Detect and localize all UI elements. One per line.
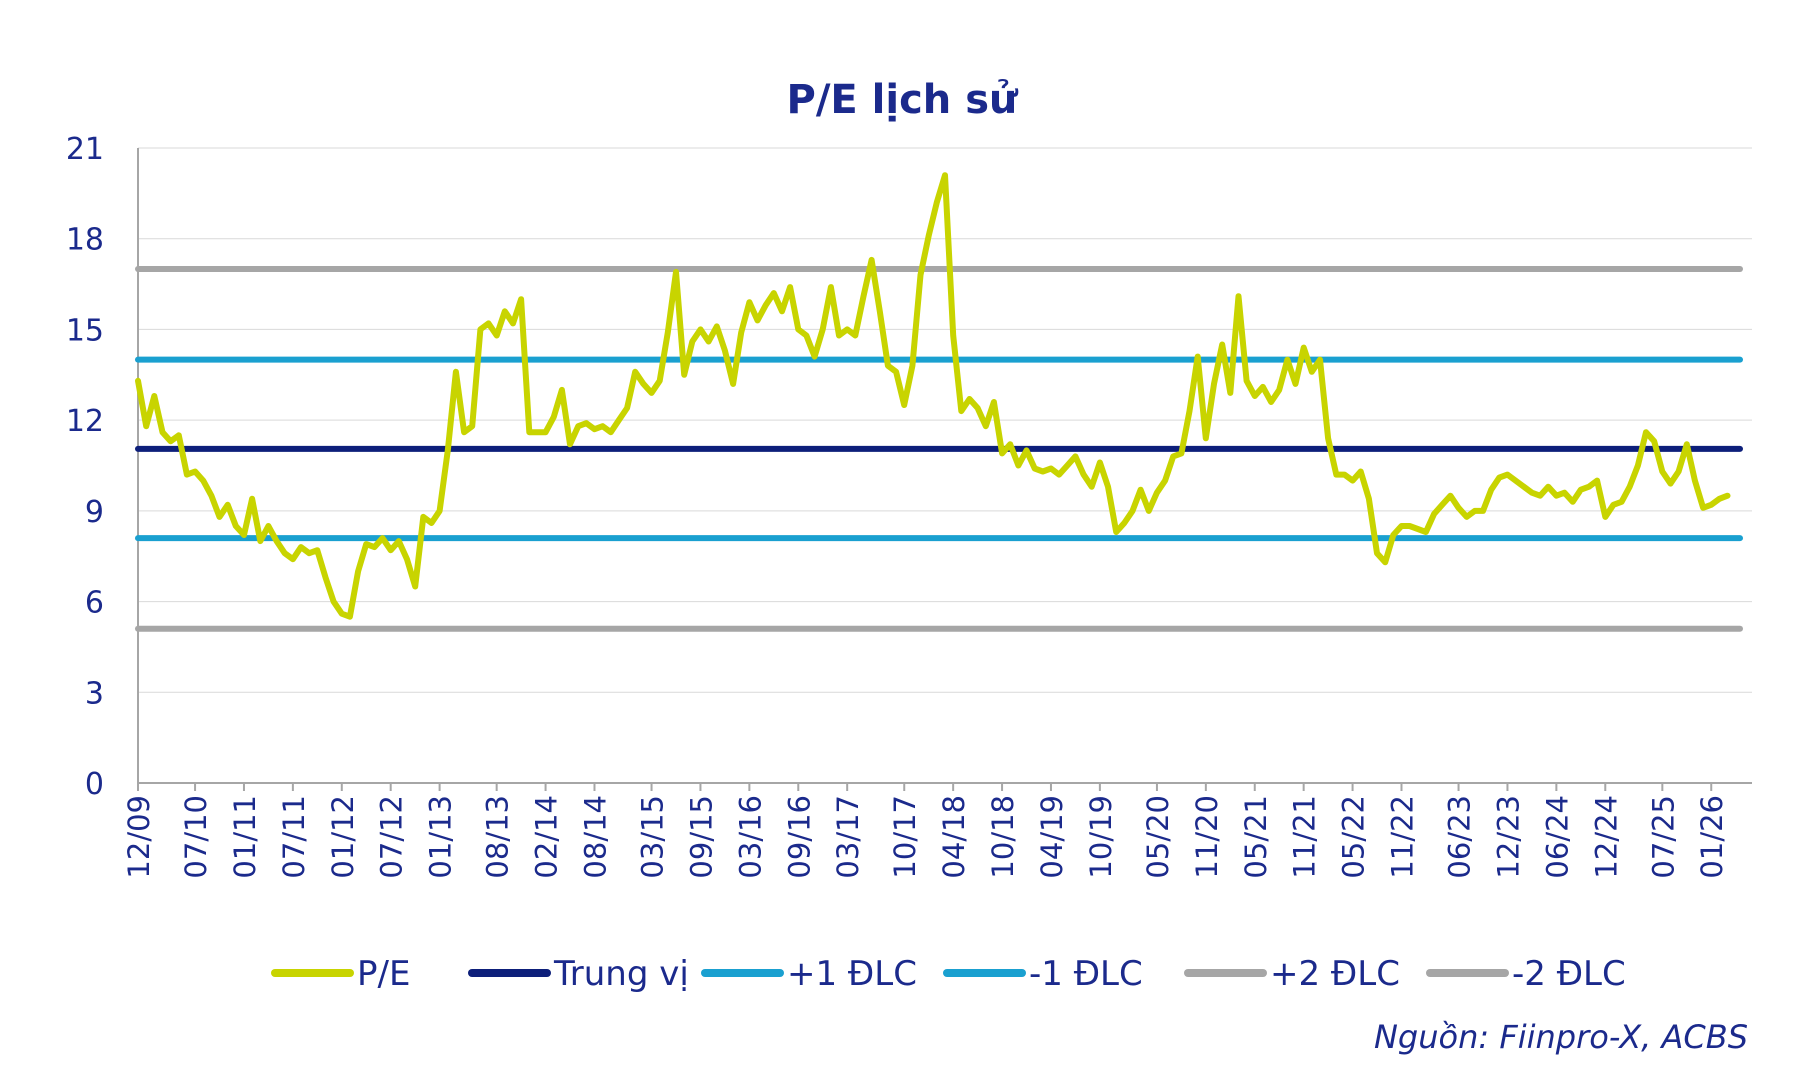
y-tick-label: 21 [66,132,104,167]
legend: P/E Trung vị +1 ĐLC -1 ĐLC +2 ĐLC -2 ĐLC [271,954,1626,994]
x-tick-label: 06/24 [1540,795,1574,879]
x-tick-label: 10/19 [1084,795,1118,879]
x-tick-label: 05/21 [1239,795,1273,879]
chart-title: P/E lịch sử [787,77,1020,123]
x-tick-label: 04/18 [937,795,971,879]
y-axis: 0 3 6 9 12 15 18 21 [66,132,139,802]
x-tick-label: 11/22 [1386,795,1420,879]
x-tick-label: 08/13 [481,795,515,879]
y-tick-label: 0 [85,767,104,802]
x-tick-label: 02/14 [530,795,564,879]
x-tick-label: 06/23 [1443,795,1477,879]
pe-line [135,172,1731,620]
x-tick-label: 03/15 [636,795,670,879]
x-tick-label: 05/20 [1141,795,1175,879]
x-tick-label: 12/09 [122,795,156,879]
x-tick-label: 07/10 [179,795,213,879]
x-tick-label: 10/18 [986,795,1020,879]
source-note: Nguồn: Fiinpro-X, ACBS [1374,1018,1748,1056]
x-tick-label: 07/12 [375,795,409,879]
x-tick-label: 07/11 [277,795,311,879]
x-tick-label: 10/17 [888,795,922,879]
x-tick-label: 07/25 [1646,795,1680,879]
x-tick-label: 03/17 [831,795,865,879]
legend-label: -1 ĐLC [1029,954,1143,994]
y-tick-label: 12 [66,404,104,439]
x-tick-label: 09/15 [685,795,719,879]
reference-lines [135,265,1743,632]
gridlines [138,147,1752,693]
x-tick-label: 05/22 [1337,795,1371,879]
x-tick-label: 01/11 [228,795,262,879]
legend-label: P/E [357,954,410,994]
legend-label: +1 ĐLC [787,954,917,994]
y-tick-label: 18 [66,223,104,258]
y-tick-label: 9 [85,495,104,530]
x-tick-label: 11/20 [1190,795,1224,879]
legend-label: Trung vị [553,954,689,994]
x-tick-label: 04/19 [1035,795,1069,879]
y-tick-label: 15 [66,313,104,348]
pe-series [135,172,1731,620]
x-axis: 12/09 07/10 01/11 07/11 01/12 07/12 01/13 08/13… [122,782,1752,879]
legend-label: +2 ĐLC [1270,954,1400,994]
x-tick-label: 12/23 [1492,795,1526,879]
y-tick-label: 6 [85,586,104,621]
x-tick-label: 03/16 [733,795,767,879]
x-tick-label: 09/16 [782,795,816,879]
y-tick-label: 3 [85,676,104,711]
x-tick-label: 01/26 [1695,795,1729,879]
x-tick-label: 11/21 [1288,795,1322,879]
x-tick-label: 12/24 [1589,795,1623,879]
x-tick-label: 01/12 [326,795,360,879]
legend-label: -2 ĐLC [1512,954,1626,994]
x-tick-label: 08/14 [579,795,613,879]
x-tick-label: 01/13 [424,795,458,879]
